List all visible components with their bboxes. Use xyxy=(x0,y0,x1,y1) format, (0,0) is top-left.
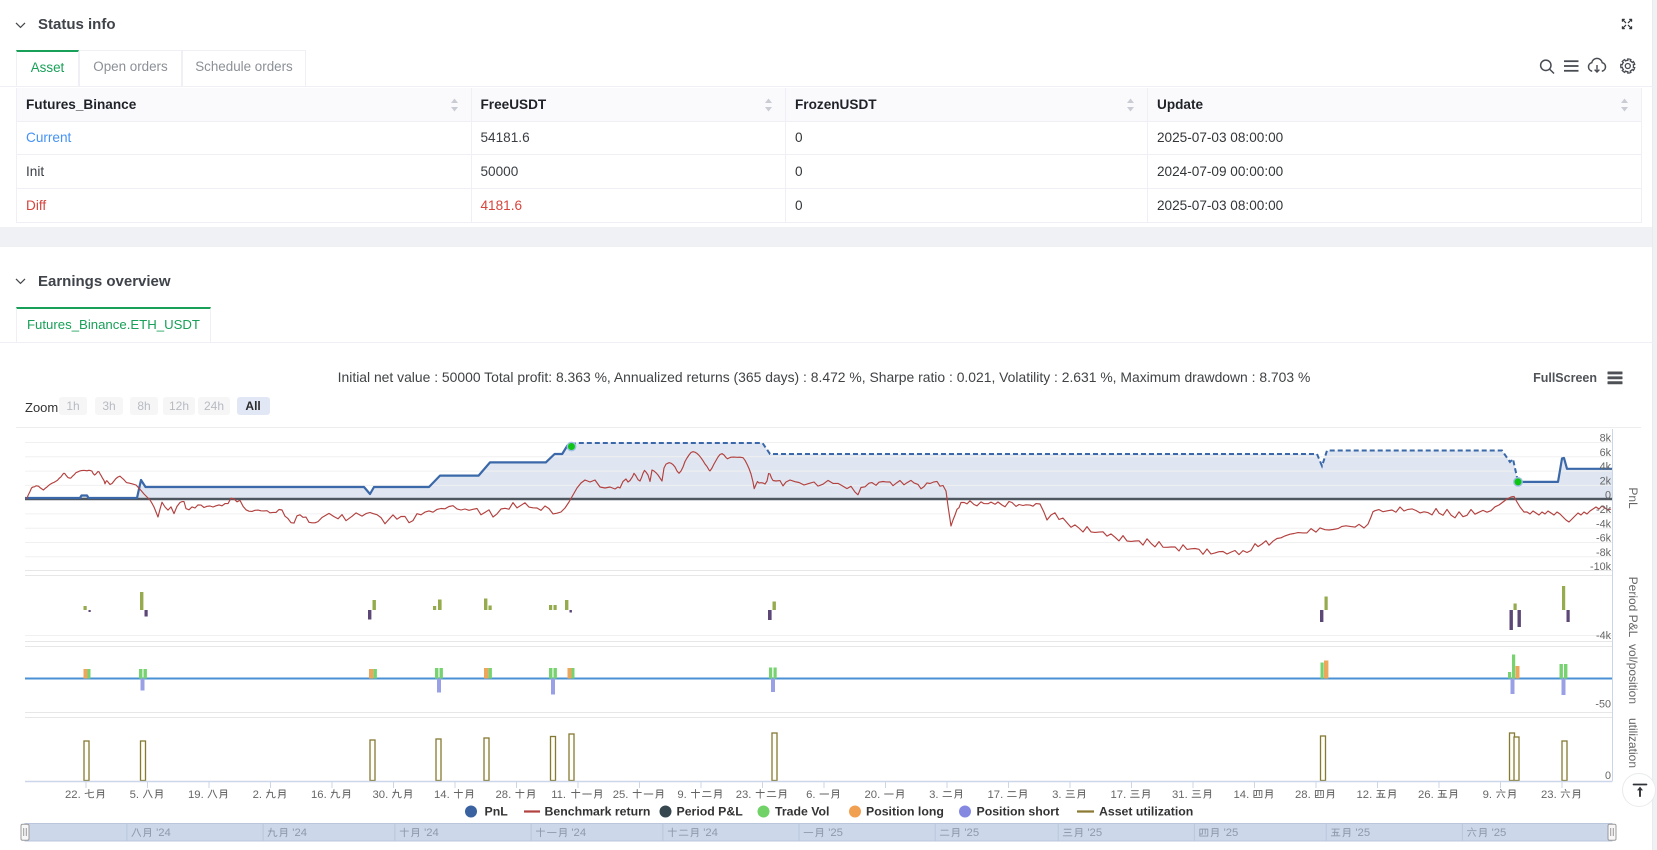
svg-text:25.: 25. xyxy=(613,789,629,801)
svg-text:8k: 8k xyxy=(1600,433,1612,445)
svg-text:Period P&L: Period P&L xyxy=(677,805,744,819)
svg-text:vol/position: vol/position xyxy=(1626,644,1640,704)
svg-text:2k: 2k xyxy=(1600,475,1612,487)
svg-text:Trade Vol: Trade Vol xyxy=(775,805,829,819)
svg-text:17.: 17. xyxy=(1111,789,1127,801)
svg-text:23.: 23. xyxy=(736,789,752,801)
svg-text:-4k: -4k xyxy=(1596,630,1612,642)
svg-text:'25: '25 xyxy=(828,827,843,839)
svg-text:4k: 4k xyxy=(1600,461,1612,473)
svg-text:PnL: PnL xyxy=(485,805,509,819)
svg-text:0: 0 xyxy=(1605,490,1611,502)
svg-text:'24: '24 xyxy=(571,827,586,839)
svg-text:26.: 26. xyxy=(1418,789,1434,801)
svg-text:-50: -50 xyxy=(1595,698,1611,710)
svg-text:-4k: -4k xyxy=(1596,518,1612,530)
svg-text:3.: 3. xyxy=(1052,789,1061,801)
svg-text:22.: 22. xyxy=(65,789,81,801)
svg-text:20.: 20. xyxy=(865,789,881,801)
svg-text:'24: '24 xyxy=(424,827,439,839)
svg-text:'24: '24 xyxy=(156,827,171,839)
svg-text:-10k: -10k xyxy=(1590,561,1612,573)
svg-text:'25: '25 xyxy=(1355,827,1370,839)
svg-text:19.: 19. xyxy=(188,789,204,801)
svg-text:-6k: -6k xyxy=(1596,533,1612,545)
svg-text:28.: 28. xyxy=(496,789,512,801)
svg-text:9.: 9. xyxy=(677,789,686,801)
svg-text:'24: '24 xyxy=(703,827,718,839)
svg-text:14.: 14. xyxy=(1234,789,1250,801)
svg-text:12.: 12. xyxy=(1357,789,1373,801)
svg-text:'25: '25 xyxy=(1492,827,1507,839)
svg-text:23.: 23. xyxy=(1541,789,1557,801)
svg-text:6.: 6. xyxy=(806,789,815,801)
svg-text:28.: 28. xyxy=(1295,789,1311,801)
svg-text:30.: 30. xyxy=(373,789,389,801)
svg-text:utilization: utilization xyxy=(1626,718,1640,768)
svg-text:31.: 31. xyxy=(1172,789,1188,801)
svg-text:'25: '25 xyxy=(1224,827,1239,839)
svg-text:Asset utilization: Asset utilization xyxy=(1099,805,1193,819)
svg-text:9.: 9. xyxy=(1483,789,1492,801)
svg-text:-2k: -2k xyxy=(1596,504,1612,516)
svg-text:Position short: Position short xyxy=(977,805,1060,819)
svg-text:5.: 5. xyxy=(130,789,139,801)
svg-text:-8k: -8k xyxy=(1596,547,1612,559)
svg-text:Period P&L: Period P&L xyxy=(1626,577,1640,638)
svg-text:'25: '25 xyxy=(964,827,979,839)
svg-text:3.: 3. xyxy=(929,789,938,801)
svg-text:PnL: PnL xyxy=(1626,487,1640,509)
svg-text:2.: 2. xyxy=(253,789,262,801)
svg-text:Position long: Position long xyxy=(866,805,944,819)
svg-text:Benchmark return: Benchmark return xyxy=(545,805,651,819)
svg-text:6k: 6k xyxy=(1600,447,1612,459)
svg-text:16.: 16. xyxy=(311,789,327,801)
svg-text:11.: 11. xyxy=(551,789,566,801)
svg-text:0: 0 xyxy=(1605,770,1611,782)
svg-text:'24: '24 xyxy=(292,827,307,839)
svg-text:14.: 14. xyxy=(434,789,450,801)
svg-text:17.: 17. xyxy=(988,789,1004,801)
svg-text:'25: '25 xyxy=(1087,827,1102,839)
